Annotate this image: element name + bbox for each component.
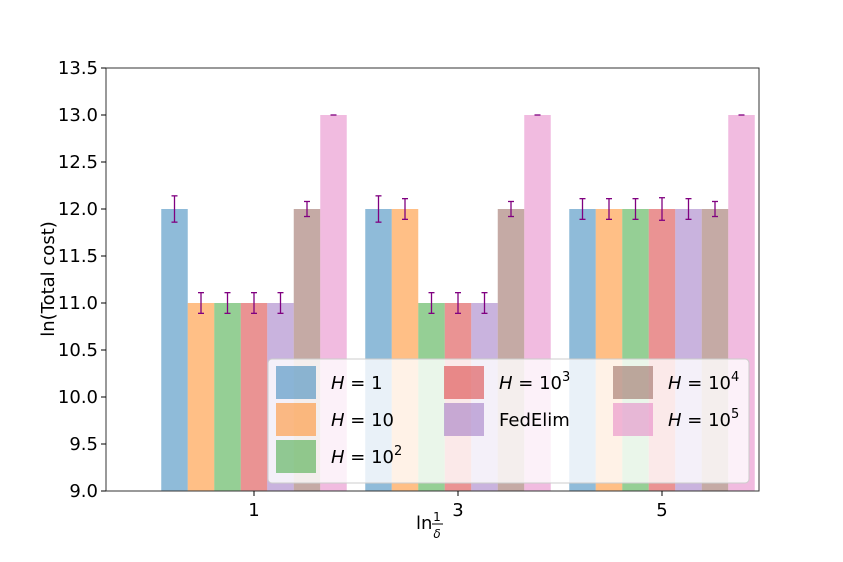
error-bar: [712, 200, 718, 218]
legend-swatch: [444, 403, 484, 436]
error-bar: [455, 292, 461, 314]
legend-label: H = 102: [331, 444, 402, 468]
legend-swatch: [276, 403, 316, 436]
y-tick-label: 11.5: [58, 246, 98, 267]
legend-label: H = 1: [331, 373, 383, 394]
error-bar: [508, 200, 514, 218]
error-bar: [251, 292, 257, 314]
legend-swatch: [276, 440, 316, 473]
y-tick-label: 12.0: [58, 199, 98, 220]
error-bar: [304, 200, 310, 218]
error-bars-layer: [171, 114, 745, 314]
x-axis-label-denominator: δ: [433, 527, 440, 541]
x-axis-label-prefix: ln: [416, 513, 432, 534]
error-bar: [224, 292, 231, 314]
error-bar: [428, 292, 435, 314]
error-bar: [632, 198, 639, 220]
error-bar: [685, 198, 692, 220]
legend-entry: H = 1: [276, 366, 383, 399]
y-tick-label: 10.0: [58, 387, 98, 408]
error-bar: [198, 292, 204, 314]
y-tick-label: 11.0: [58, 293, 98, 314]
legend-swatch: [444, 366, 484, 399]
bar: [240, 303, 268, 491]
bar: [214, 303, 241, 491]
plot-frame: [105, 67, 760, 492]
y-tick-label: 9.5: [69, 434, 98, 455]
x-axis-label-numerator: 1: [433, 510, 441, 524]
error-bar: [579, 198, 586, 220]
y-axis-label: ln(Total cost): [38, 221, 59, 337]
x-tick-label: 3: [452, 500, 463, 521]
y-tick-label: 10.5: [58, 340, 98, 361]
legend-label: H = 104: [668, 370, 739, 394]
legend-entry: H = 102: [276, 440, 402, 473]
legend-swatch: [276, 366, 316, 399]
x-axis-label: ln 1 δ: [416, 510, 443, 541]
error-bar: [375, 195, 382, 223]
legend-label: H = 10: [331, 410, 394, 431]
legend-entry: H = 105: [613, 403, 739, 436]
error-bar: [277, 292, 284, 314]
error-bar: [606, 198, 612, 220]
error-bar: [402, 198, 408, 220]
error-bar: [659, 197, 665, 221]
legend-entry: H = 10: [276, 403, 394, 436]
bar: [161, 209, 188, 491]
x-tick-label: 1: [248, 500, 259, 521]
legend-label: H = 103: [499, 370, 570, 394]
y-tick-label: 13.5: [58, 58, 98, 79]
y-tick-label: 12.5: [58, 152, 98, 173]
legend-entry: FedElim: [444, 403, 570, 436]
legend-entry: H = 104: [613, 366, 739, 399]
x-tick-label: 5: [656, 500, 667, 521]
y-axis: 9.0 9.5 10.0 10.5 11.0 11.5 12.0 12.5 13.0 13.5: [58, 58, 106, 502]
legend-label: FedElim: [499, 410, 570, 431]
error-bar: [481, 292, 488, 314]
legend-label: H = 105: [668, 407, 739, 431]
error-bar: [171, 195, 178, 223]
legend: H = 1 H = 10 H = 102 H = 103 FedElim H = 104 H…: [267, 358, 750, 484]
y-tick-label: 13.0: [58, 105, 98, 126]
y-tick-label: 9.0: [69, 481, 98, 502]
legend-entry: H = 103: [444, 366, 570, 399]
legend-swatch: [613, 366, 653, 399]
bar: [187, 303, 215, 491]
legend-swatch: [613, 403, 653, 436]
